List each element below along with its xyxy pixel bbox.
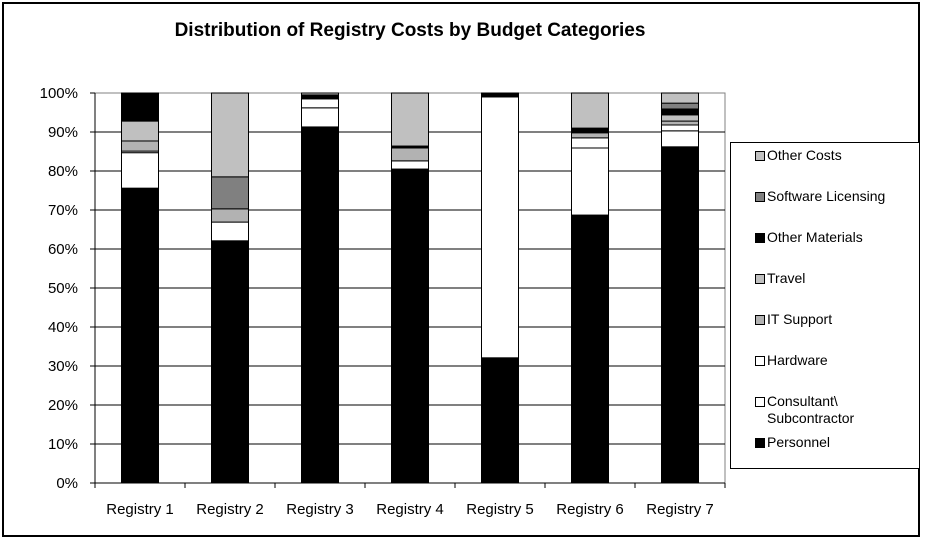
legend-label: Hardware [767, 352, 828, 368]
x-tick-label: Registry 7 [646, 501, 714, 518]
y-tick-label: 50% [48, 280, 78, 297]
bar-segment [211, 240, 249, 484]
axes [90, 92, 726, 488]
legend-swatch [755, 438, 765, 448]
bar-segment [661, 114, 699, 122]
legend-swatch [755, 356, 765, 366]
bar-segment [661, 92, 699, 104]
y-tick-label: 20% [48, 397, 78, 414]
bar-segment [661, 146, 699, 484]
bar-segment [571, 132, 609, 139]
bar-segment [121, 152, 159, 189]
bar-segment [121, 92, 159, 122]
x-tick-label: Registry 5 [466, 501, 534, 518]
bar-segment [481, 96, 519, 359]
legend-swatch [755, 151, 765, 161]
y-tick-label: 70% [48, 202, 78, 219]
bar-segment [391, 147, 429, 162]
legend-label: Other Costs [767, 147, 842, 163]
y-tick-label: 80% [48, 163, 78, 180]
bar-segment [301, 92, 339, 96]
bars [121, 92, 699, 484]
legend-swatch [755, 315, 765, 325]
y-tick-label: 60% [48, 241, 78, 258]
legend-label: Personnel [767, 434, 831, 450]
y-tick-label: 90% [48, 124, 78, 141]
bar-segment [211, 208, 249, 223]
bar-segment [391, 92, 429, 147]
legend-label: Consultant\ Subcontractor [767, 393, 855, 426]
bar-segment [661, 120, 699, 126]
legend-label: Travel [767, 270, 806, 286]
bar-segment [301, 107, 339, 128]
bar-segment [391, 168, 429, 484]
bar-segment [571, 92, 609, 129]
x-tick-label: Registry 4 [376, 501, 444, 518]
legend-item: Other Costs [755, 147, 842, 164]
bar-segment [301, 94, 339, 100]
y-tick-label: 30% [48, 358, 78, 375]
y-tick-label: 0% [56, 475, 78, 492]
legend-swatch [755, 397, 765, 407]
legend-item: Consultant\ Subcontractor [755, 393, 854, 427]
bar-segment [211, 92, 249, 178]
x-tick-labels: Registry 1 Registry 2 Registry 3 Registry 4… [106, 501, 714, 518]
legend-label: Other Materials [767, 229, 863, 245]
bar-segment [211, 221, 249, 242]
legend-swatch [755, 274, 765, 284]
bar-segment [661, 102, 699, 110]
y-tick-labels: 0% 10% 20% 30% 40% 50% 60% 70% 80% 90% 100% [40, 85, 78, 492]
x-tick-label: Registry 2 [196, 501, 264, 518]
y-tick-label: 40% [48, 319, 78, 336]
legend-item: Software Licensing [755, 188, 885, 205]
y-tick-label: 100% [40, 85, 78, 102]
legend-item: IT Support [755, 311, 832, 328]
bar-segment [571, 137, 609, 149]
x-tick-label: Registry 1 [106, 501, 174, 518]
bar-segment [121, 140, 159, 152]
legend-swatch [755, 192, 765, 202]
legend-item: Travel [755, 270, 805, 287]
bar-segment [121, 187, 159, 484]
bar-segment [211, 176, 249, 210]
chart-title: Distribution of Registry Costs by Budget… [174, 20, 646, 41]
y-tick-label: 10% [48, 436, 78, 453]
legend-label: Software Licensing [767, 188, 886, 204]
bar-segment [301, 126, 339, 484]
legend-item: Hardware [755, 352, 828, 369]
x-tick-label: Registry 3 [286, 501, 354, 518]
legend-label: IT Support [767, 311, 833, 327]
bar-segment [661, 108, 699, 116]
x-tick-label: Registry 6 [556, 501, 624, 518]
legend: Other Costs Software Licensing Other Mat… [730, 142, 920, 469]
legend-item: Personnel [755, 434, 830, 451]
bar-segment [301, 98, 339, 109]
bar-segment [571, 127, 609, 134]
bar-segment [571, 214, 609, 484]
bar-segment [661, 124, 699, 132]
bar-segment [571, 147, 609, 216]
bar-segment [481, 357, 519, 484]
bar-segment [391, 160, 429, 170]
bar-segment [121, 120, 159, 142]
bar-segment [661, 130, 699, 148]
bar-segment [481, 92, 519, 98]
legend-item: Other Materials [755, 229, 863, 246]
legend-swatch [755, 233, 765, 243]
